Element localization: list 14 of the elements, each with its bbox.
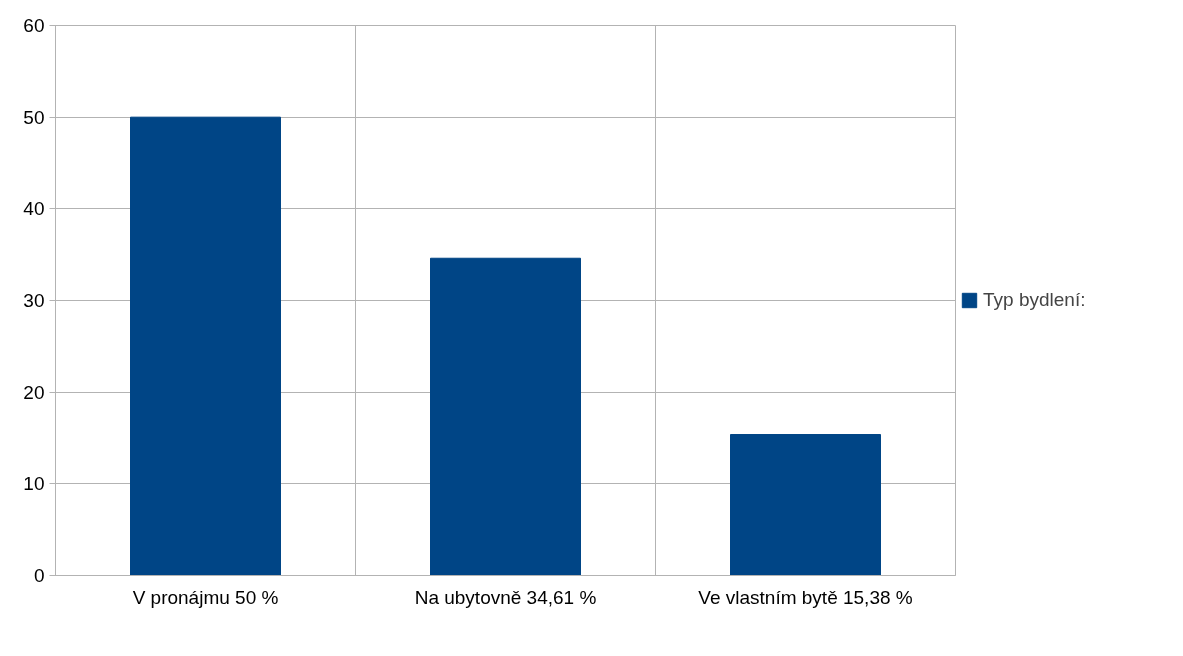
x-tick-label: Na ubytovně 34,61 % — [414, 586, 597, 608]
x-tick-label: Ve vlastním bytě 15,38 % — [698, 586, 913, 608]
bar — [730, 434, 881, 576]
y-tick-label: 60 — [23, 15, 45, 36]
y-tick-label: 0 — [33, 565, 45, 586]
legend-label: Typ bydlení: — [983, 289, 1086, 311]
y-tick-label: 40 — [23, 198, 45, 220]
bar — [430, 257, 581, 576]
y-tick-label: 20 — [23, 381, 45, 403]
bar — [130, 116, 281, 576]
y-tick-label: 50 — [23, 106, 45, 128]
x-tick-label: V pronájmu 50 % — [132, 586, 279, 608]
y-tick-label: 30 — [23, 290, 45, 311]
y-tick-label: 10 — [23, 473, 45, 495]
